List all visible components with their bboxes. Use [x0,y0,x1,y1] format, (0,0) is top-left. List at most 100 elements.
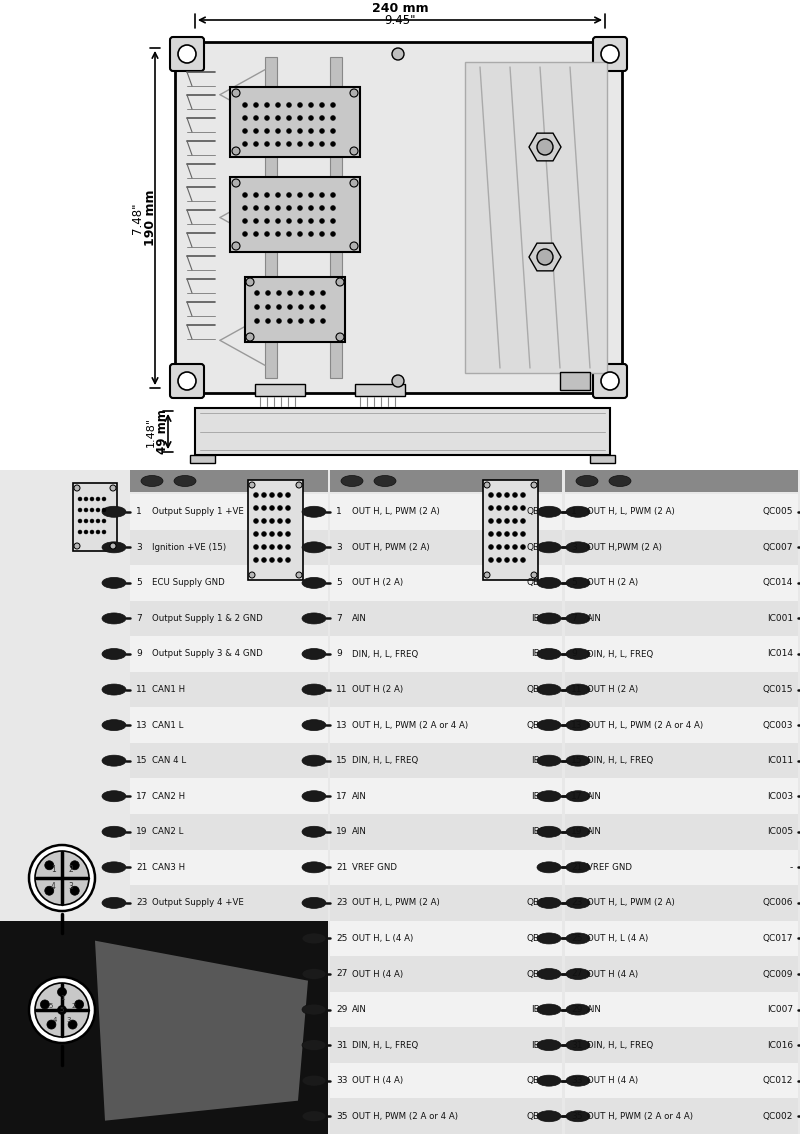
Bar [230,177,360,252]
Ellipse shape [537,1075,561,1086]
Ellipse shape [302,577,326,589]
Circle shape [484,572,490,578]
Bar [230,87,360,156]
Bar [73,483,117,551]
Text: DIN, H, L, FREQ: DIN, H, L, FREQ [587,756,654,765]
Circle shape [310,290,314,296]
Circle shape [497,544,502,550]
Text: CAN3 H: CAN3 H [152,863,185,872]
Bar [565,956,798,992]
Circle shape [286,205,291,211]
Bar [330,601,562,636]
Ellipse shape [102,897,126,908]
Ellipse shape [374,475,396,486]
Circle shape [489,506,494,510]
Bar [175,42,622,393]
Text: QB012: QB012 [526,1076,557,1085]
Text: DIN, H, L, FREQ: DIN, H, L, FREQ [352,650,418,659]
Ellipse shape [302,933,326,943]
Bar [590,455,615,463]
Ellipse shape [566,577,590,589]
Polygon shape [529,133,561,161]
Circle shape [78,497,82,501]
Circle shape [286,532,290,536]
Text: -: - [554,863,557,872]
Circle shape [232,242,240,249]
Circle shape [265,205,270,211]
Text: OUT H (2 A): OUT H (2 A) [352,578,403,587]
Bar [565,886,798,921]
Text: DIN, H, L, FREQ: DIN, H, L, FREQ [352,1041,418,1050]
Circle shape [286,142,291,146]
Text: DIN, H, L, FREQ: DIN, H, L, FREQ [352,756,418,765]
Ellipse shape [102,790,126,802]
Ellipse shape [302,827,326,837]
Text: 3: 3 [68,882,73,891]
Circle shape [310,305,314,310]
Text: IC001: IC001 [767,613,793,623]
Circle shape [96,497,100,501]
Text: 7: 7 [571,613,577,623]
Circle shape [47,1021,56,1029]
Circle shape [336,278,344,286]
Circle shape [309,116,314,120]
Text: OUT H (4 A): OUT H (4 A) [587,970,638,979]
Ellipse shape [302,506,326,517]
Circle shape [275,102,281,108]
Circle shape [309,219,314,223]
Polygon shape [529,243,561,271]
Bar [330,849,562,886]
Circle shape [78,519,82,523]
Circle shape [298,128,302,134]
Circle shape [232,88,240,98]
Text: OUT H,PWM (2 A): OUT H,PWM (2 A) [587,543,662,552]
Text: 49 mm: 49 mm [157,409,170,454]
Text: 33: 33 [571,1076,582,1085]
Circle shape [319,219,325,223]
Bar [565,601,798,636]
Ellipse shape [174,475,196,486]
Bar [565,1099,798,1134]
Circle shape [242,142,247,146]
Ellipse shape [576,475,598,486]
Circle shape [84,530,88,534]
Circle shape [242,231,247,237]
Text: AIN: AIN [352,1005,367,1014]
Circle shape [336,333,344,341]
Circle shape [330,231,335,237]
Ellipse shape [102,827,126,837]
Bar [195,408,610,455]
Circle shape [321,319,326,323]
Text: 15: 15 [336,756,347,765]
Circle shape [321,290,326,296]
Circle shape [265,116,270,120]
Bar [330,1063,562,1099]
Ellipse shape [537,755,561,767]
Circle shape [296,482,302,488]
Circle shape [262,518,266,524]
Ellipse shape [537,933,561,943]
Circle shape [287,290,293,296]
Circle shape [319,102,325,108]
Circle shape [84,497,88,501]
Circle shape [298,231,302,237]
Circle shape [254,305,259,310]
Text: OUT H, L (4 A): OUT H, L (4 A) [352,934,414,943]
Circle shape [254,102,258,108]
Text: QB005: QB005 [526,507,557,516]
Bar [130,778,328,814]
Text: OUT H, L, PWM (2 A or 4 A): OUT H, L, PWM (2 A or 4 A) [352,720,468,729]
Bar [565,992,798,1027]
Text: 23: 23 [336,898,347,907]
Circle shape [242,128,247,134]
Text: 7: 7 [336,613,342,623]
Circle shape [505,506,510,510]
Text: 5: 5 [571,578,577,587]
Circle shape [278,518,282,524]
Text: QC017: QC017 [762,934,793,943]
Text: 19: 19 [336,828,347,836]
Text: 23: 23 [136,898,147,907]
Circle shape [286,193,291,197]
Text: QC012: QC012 [762,1076,793,1085]
Text: 1.48": 1.48" [146,416,156,447]
